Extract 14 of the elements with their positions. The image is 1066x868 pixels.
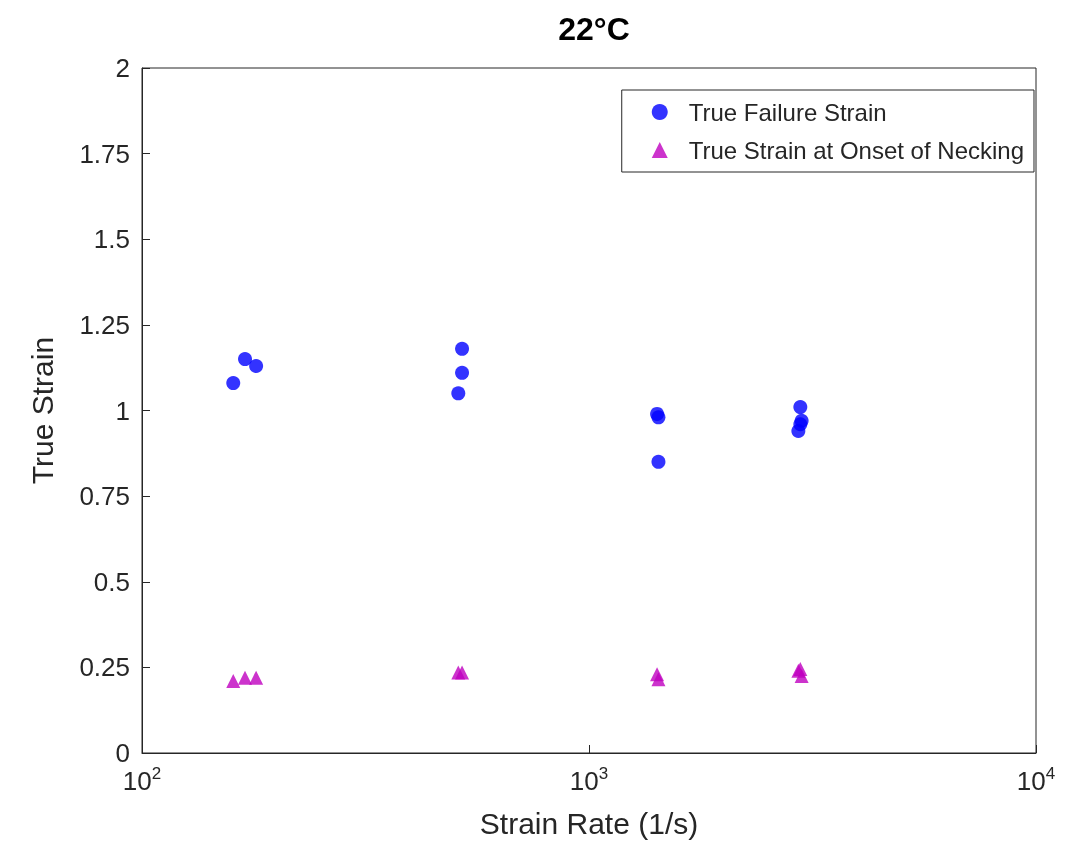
y-tick-label: 0.5 — [93, 566, 130, 597]
y-tick-label: 0.25 — [79, 652, 130, 683]
y-tick-label: 0.75 — [79, 481, 130, 512]
y-tick-label: 2 — [115, 53, 130, 83]
y-tick-label: 0 — [115, 738, 130, 768]
x-axis-title: Strain Rate (1/s) — [479, 806, 699, 840]
legend-label: True Strain at Onset of Necking — [688, 136, 1024, 164]
y-tick-label: 1.25 — [79, 309, 130, 340]
y-tick-label: 1 — [115, 395, 130, 426]
y-tick-label: 1.5 — [93, 224, 130, 255]
y-axis-title: True Strain — [25, 336, 59, 485]
y-tick-label: 1.75 — [79, 138, 130, 169]
chart-title: 22°C — [558, 11, 630, 47]
legend-label: True Failure Strain — [688, 98, 887, 126]
